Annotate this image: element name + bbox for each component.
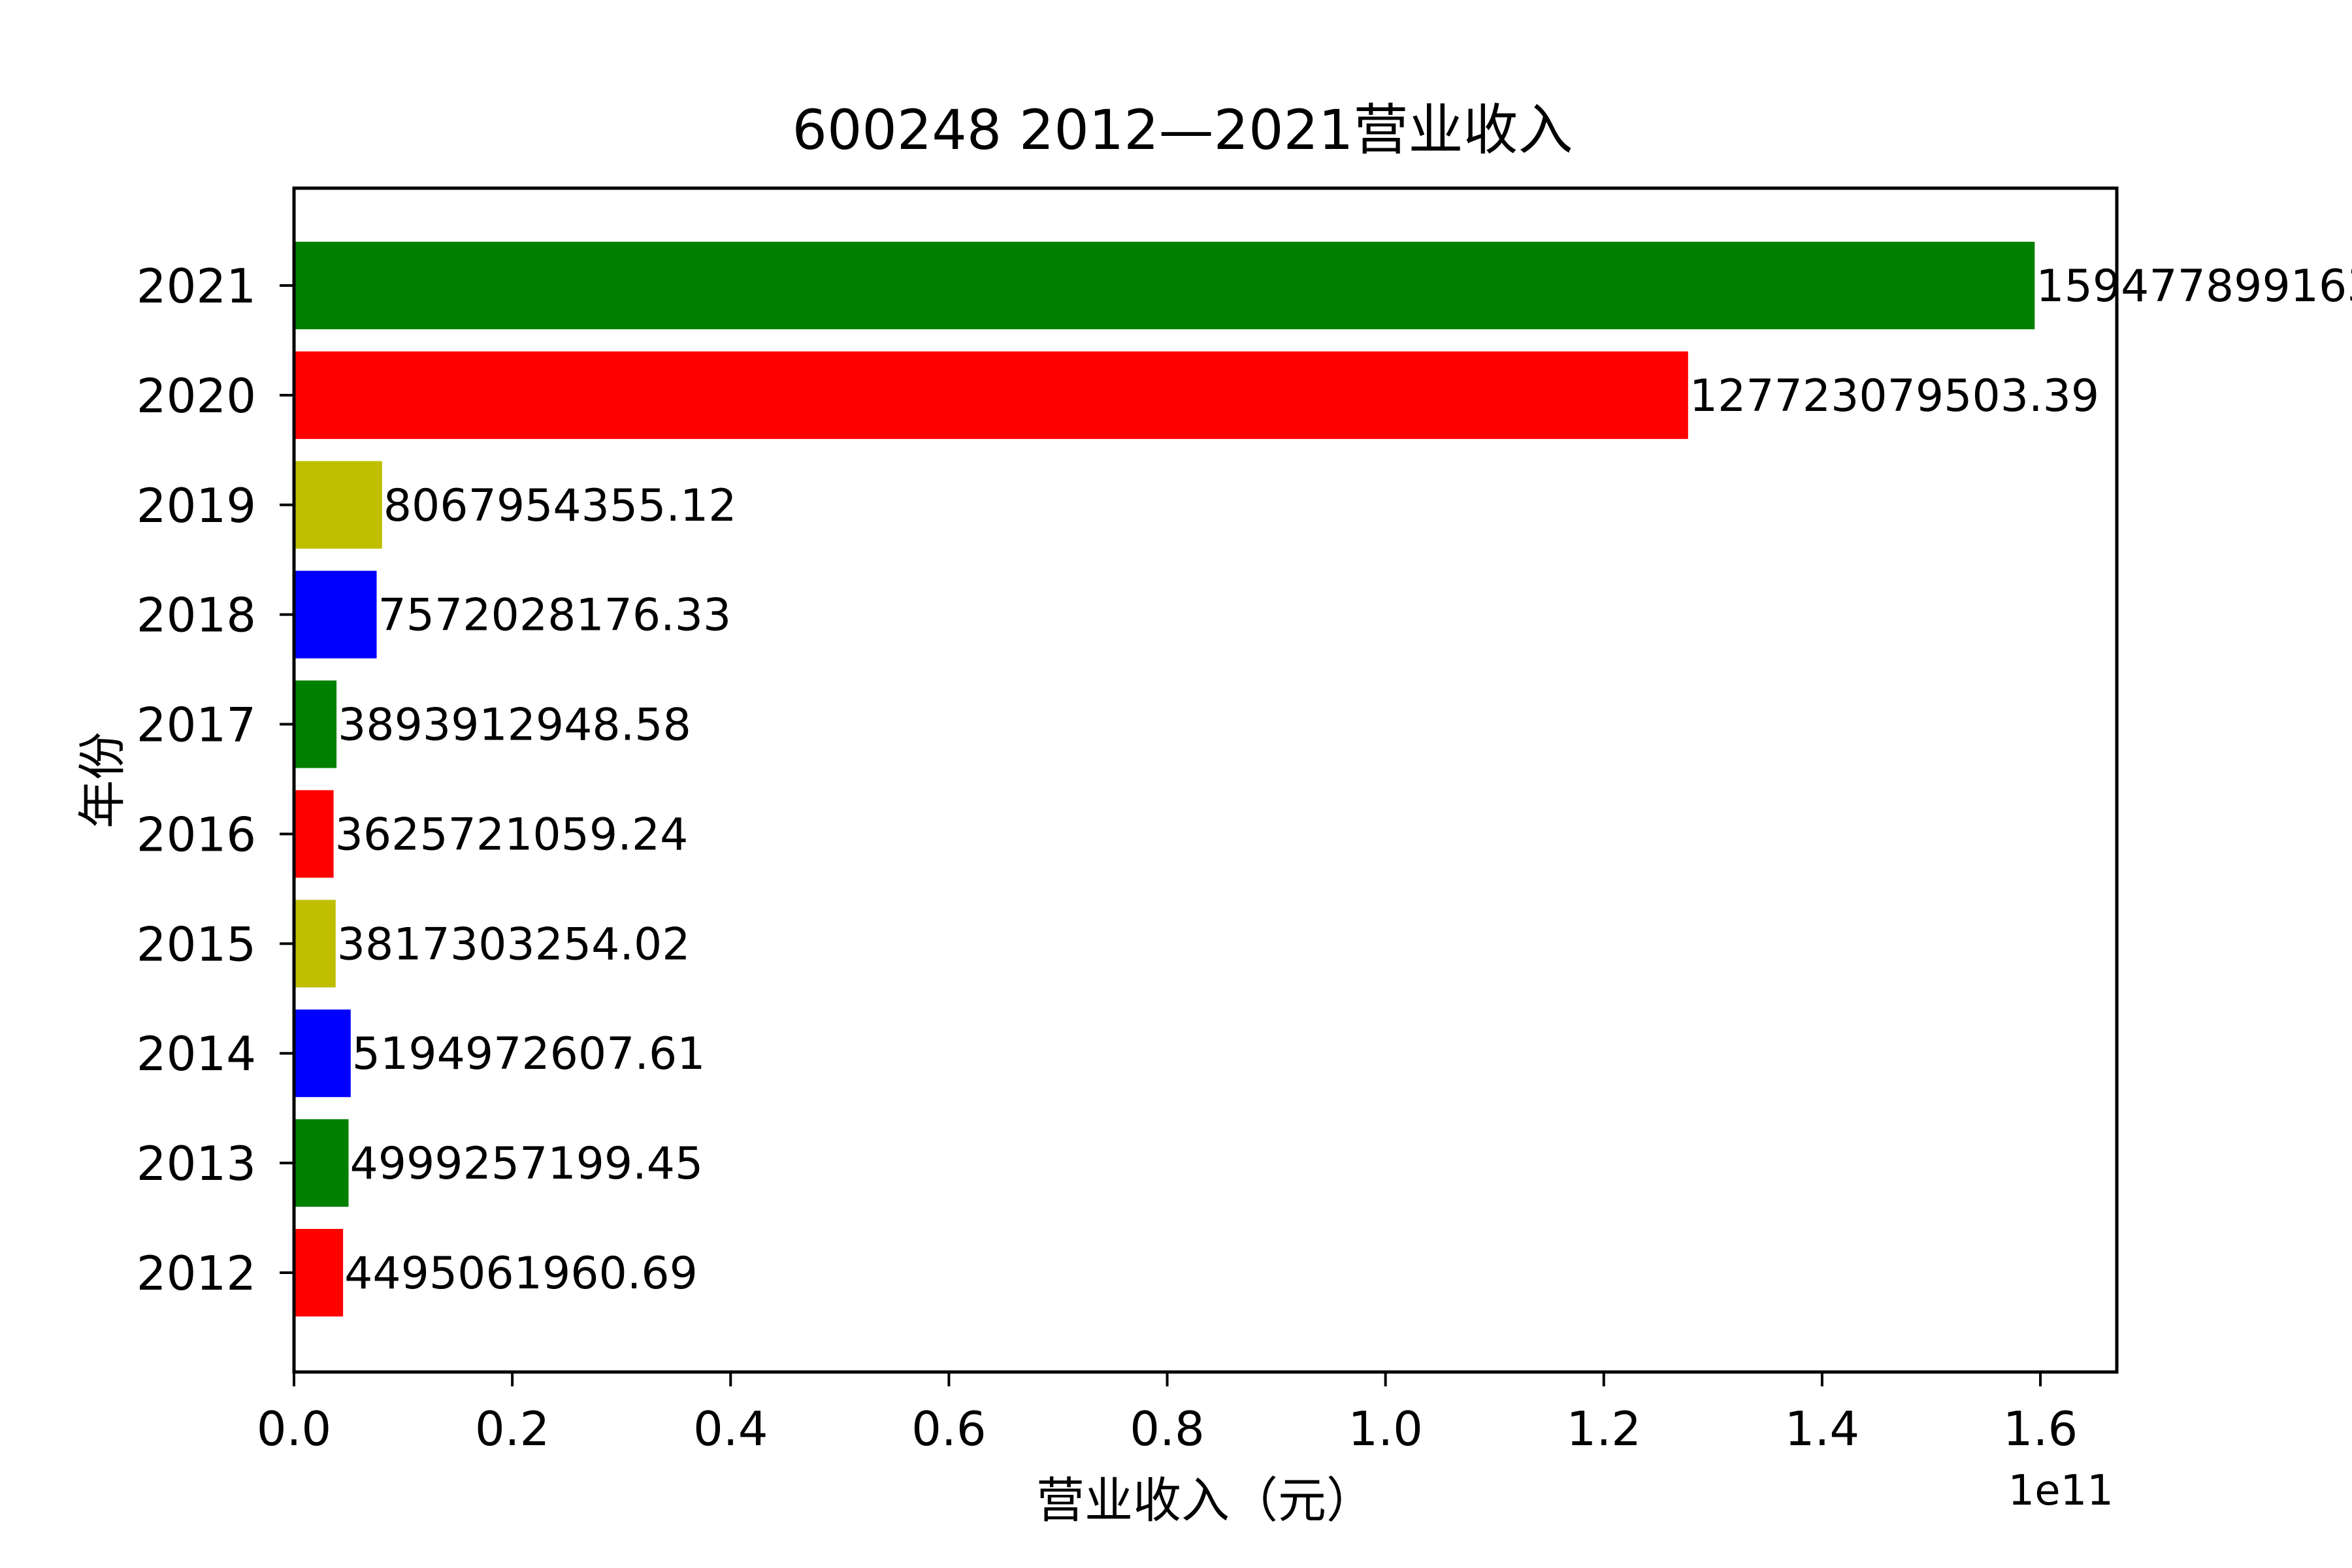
chart-title: 600248 2012—2021营业收入 <box>792 98 1573 162</box>
x-tick-label-0: 0.0 <box>257 1401 332 1456</box>
bar-2012 <box>294 1229 344 1316</box>
data-label-2020: 127723079503.39 <box>1690 370 2099 422</box>
y-axis-ticks: 2012 2013 2014 2015 2016 2017 2018 2019 2020 2021 <box>137 259 294 1301</box>
x-axis-ticks: 0.0 0.2 0.4 0.6 0.8 1.0 1.2 1.4 1.6 <box>257 1372 2078 1456</box>
y-tick-label-2015: 2015 <box>137 917 256 972</box>
x-tick-label-7: 1.4 <box>1785 1401 1860 1456</box>
y-tick-label-2019: 2019 <box>137 478 256 533</box>
bar-2019 <box>294 461 382 549</box>
y-tick-label-2021: 2021 <box>137 259 256 314</box>
x-tick-label-2: 0.4 <box>693 1401 768 1456</box>
data-label-2017: 3893912948.58 <box>338 700 691 751</box>
data-label-2021: 159477899163 <box>2036 261 2352 312</box>
x-tick-label-3: 0.6 <box>911 1401 987 1456</box>
bar-2016 <box>294 790 334 878</box>
y-axis-label: 年份 <box>74 732 131 828</box>
y-tick-label-2017: 2017 <box>137 698 256 753</box>
data-label-2014: 5194972607.61 <box>352 1028 706 1080</box>
data-label-2015: 3817303254.02 <box>337 919 691 970</box>
data-label-2016: 3625721059.24 <box>335 809 689 860</box>
x-tick-label-1: 0.2 <box>475 1401 550 1456</box>
y-tick-label-2016: 2016 <box>137 807 256 862</box>
x-axis-label: 营业收入（元） <box>1036 1473 1375 1529</box>
bar-2021 <box>294 242 2035 329</box>
y-tick-label-2013: 2013 <box>137 1136 256 1191</box>
data-label-2018: 7572028176.33 <box>378 590 732 642</box>
data-label-2019: 8067954355.12 <box>384 480 737 532</box>
bar-2020 <box>294 351 1688 439</box>
data-label-2012: 4495061960.69 <box>344 1248 698 1299</box>
x-tick-label-8: 1.6 <box>2003 1401 2078 1456</box>
data-labels-group: 4495061960.69 4999257199.45 5194972607.61 3… <box>335 261 2352 1299</box>
x-tick-label-6: 1.2 <box>1567 1401 1642 1456</box>
bar-2013 <box>294 1119 349 1207</box>
x-tick-label-5: 1.0 <box>1348 1401 1423 1456</box>
bar-2014 <box>294 1009 351 1098</box>
data-label-2013: 4999257199.45 <box>350 1138 704 1190</box>
bar-2015 <box>294 900 336 988</box>
y-tick-label-2012: 2012 <box>137 1246 256 1301</box>
bar-2017 <box>294 680 337 768</box>
plot-frame <box>292 186 2119 1374</box>
x-tick-label-4: 0.8 <box>1130 1401 1205 1456</box>
bars-group <box>294 242 2035 1316</box>
x-axis-offset-label: 1e11 <box>2008 1467 2114 1515</box>
y-tick-label-2014: 2014 <box>137 1026 256 1081</box>
y-tick-label-2020: 2020 <box>137 368 256 423</box>
bar-2018 <box>294 570 377 659</box>
y-tick-label-2018: 2018 <box>137 588 256 643</box>
